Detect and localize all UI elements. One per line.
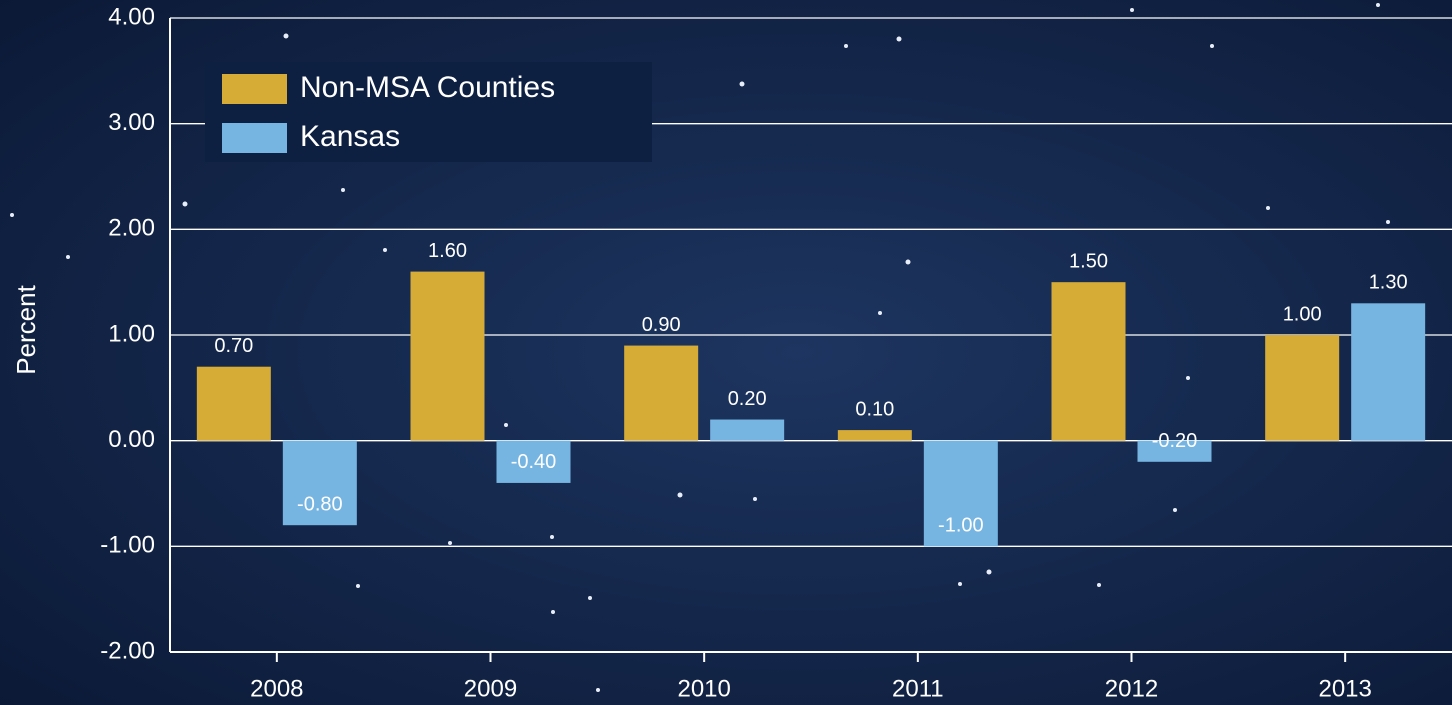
y-tick-label: 4.00 (108, 3, 155, 30)
bar (1051, 282, 1126, 441)
bar (1265, 335, 1340, 441)
x-tick-label: 2009 (464, 675, 517, 702)
value-label: -0.20 (1152, 430, 1198, 452)
y-tick-label: 0.00 (108, 426, 155, 453)
x-tick-label: 2013 (1318, 675, 1371, 702)
value-label: 0.10 (855, 398, 894, 420)
x-tick-label: 2011 (892, 675, 944, 702)
y-tick-label: -2.00 (100, 637, 155, 664)
legend-swatch (222, 123, 287, 153)
value-label: 1.00 (1283, 303, 1322, 325)
stars (10, 3, 1390, 692)
value-label: -1.00 (938, 515, 984, 537)
legend-label: Kansas (300, 120, 400, 153)
bar (624, 345, 699, 441)
bar (496, 440, 571, 483)
bar (837, 430, 912, 441)
y-tick-label: 3.00 (108, 109, 155, 136)
value-label: 0.70 (214, 335, 253, 357)
value-label: -0.80 (297, 493, 343, 515)
legend-label: Non-MSA Counties (300, 71, 555, 104)
x-tick-label: 2010 (677, 675, 730, 702)
value-label: -0.40 (511, 451, 557, 473)
value-label: 1.60 (428, 240, 467, 262)
y-tick-label: 1.00 (108, 320, 155, 347)
y-tick-label: -1.00 (100, 532, 155, 559)
value-label: 1.30 (1369, 272, 1408, 294)
y-tick-label: 2.00 (108, 215, 155, 242)
bar (410, 271, 485, 441)
bar (710, 419, 785, 441)
legend-swatch (222, 74, 287, 104)
bar (1351, 303, 1426, 441)
value-label: 0.20 (728, 388, 767, 410)
bar (923, 440, 998, 547)
x-tick-label: 2008 (250, 675, 303, 702)
bar (196, 366, 271, 441)
value-label: 0.90 (642, 314, 681, 336)
y-axis-label: Percent (11, 284, 41, 374)
bar (282, 440, 357, 526)
x-tick-label: 2012 (1105, 675, 1158, 702)
value-label: 1.50 (1069, 250, 1108, 272)
bar (1137, 440, 1212, 462)
